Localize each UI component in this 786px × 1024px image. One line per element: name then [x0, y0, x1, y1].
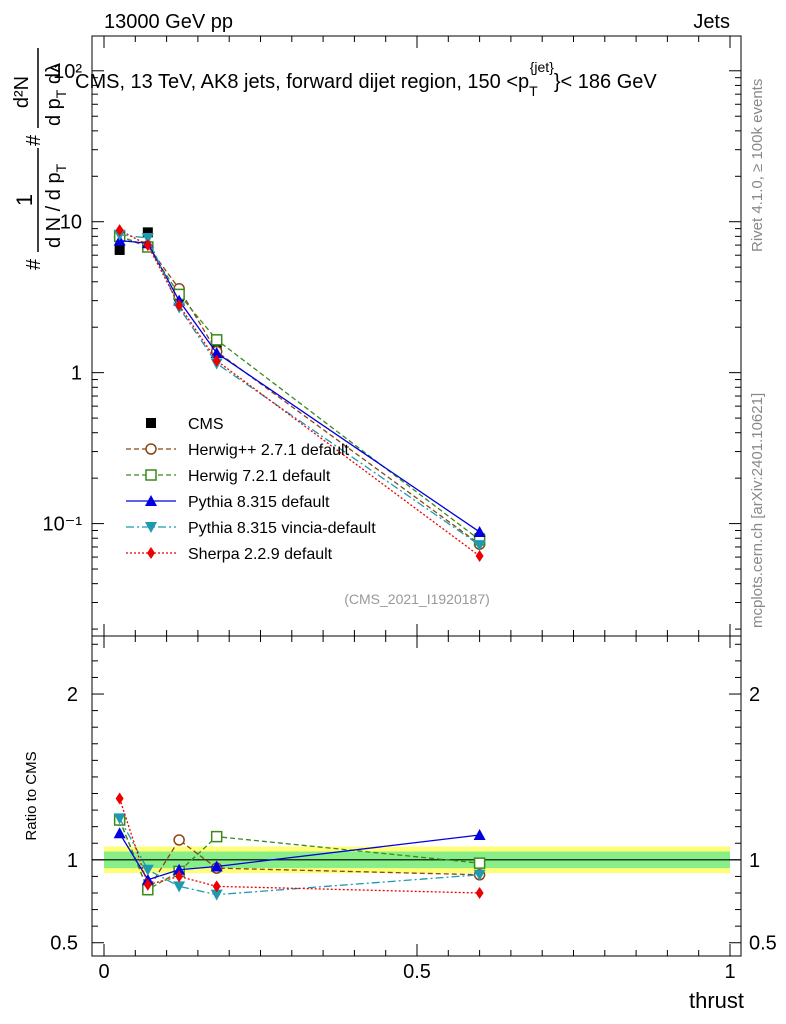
- legend-marker: [146, 418, 156, 428]
- main-y-axis-label: # 1 d N / d pT # d²N d pT dλ: [11, 48, 69, 270]
- ratio-axis-ticks: [92, 636, 741, 956]
- ratio-data-point: [473, 828, 486, 840]
- x-tick-label: 1: [724, 961, 735, 983]
- main-y-tick-labels: 10⁻¹ 1 10 10²: [43, 61, 83, 536]
- legend-label: Pythia 8.315 default: [188, 494, 330, 511]
- mcplots-label: mcplots.cern.ch [arXiv:2401.10621]: [749, 393, 766, 628]
- ratio-data-point: [141, 864, 154, 876]
- data-point: [141, 233, 154, 245]
- ratio-y-tick-label-right: 2: [749, 684, 760, 706]
- data-point: [212, 354, 221, 367]
- ratio-data-point: [212, 880, 221, 893]
- data-point: [143, 239, 152, 252]
- ratio-data-point: [175, 870, 184, 883]
- main-y-tick-label: 10: [60, 212, 82, 234]
- ratio-data-point: [143, 878, 152, 891]
- series-line: [119, 234, 480, 546]
- data-point: [142, 227, 153, 238]
- y-label-d2n: d²N: [11, 76, 33, 108]
- ratio-series-group: [113, 792, 486, 901]
- data-point: [175, 299, 184, 312]
- x-tick-label: 0: [98, 961, 109, 983]
- data-point: [473, 525, 486, 537]
- ratio-series-sherpa-2-2-9-default: [115, 792, 484, 899]
- header-right-label: Jets: [693, 11, 730, 33]
- ratio-series-line: [119, 798, 480, 894]
- series-line: [119, 235, 480, 541]
- ratio-series-line: [119, 819, 480, 891]
- ratio-data-point: [210, 830, 223, 843]
- ratio-data-point: [475, 886, 484, 899]
- main-y-tick-label: 10⁻¹: [43, 514, 83, 536]
- ratio-data-point: [113, 813, 126, 825]
- legend-label: Pythia 8.315 vincia-default: [188, 520, 376, 537]
- ratio-data-point: [115, 792, 124, 805]
- ratio-data-point: [173, 881, 186, 893]
- main-y-tick-label: 1: [71, 363, 82, 385]
- data-point: [475, 549, 484, 562]
- series-pythia-8-315-default: [113, 234, 486, 537]
- y-label-denominator: d N / d pT: [43, 163, 69, 248]
- legend-entry: Pythia 8.315 default: [126, 494, 330, 511]
- legend-entry: Herwig 7.2.1 default: [126, 468, 331, 485]
- ratio-data-point: [173, 834, 185, 846]
- ratio-data-point: [173, 863, 186, 875]
- rivet-label: Rivet 4.1.0, ≥ 100k events: [749, 79, 766, 252]
- main-title: CMS, 13 TeV, AK8 jets, forward dijet reg…: [75, 59, 657, 99]
- legend-entry: Pythia 8.315 vincia-default: [126, 520, 376, 537]
- legend-label: Herwig 7.2.1 default: [188, 468, 331, 485]
- legend-entry: Sherpa 2.2.9 default: [126, 546, 333, 563]
- main-series-group: [113, 224, 486, 562]
- ratio-data-point: [210, 889, 223, 901]
- data-point: [210, 334, 223, 346]
- ratio-y-tick-label: 0.5: [50, 933, 78, 955]
- ratio-band-group: [92, 846, 741, 874]
- legend-label: CMS: [188, 416, 224, 433]
- legend-entry: CMS: [146, 416, 224, 433]
- y-label-hash-2: #: [23, 134, 45, 146]
- main-y-tick-label: 10²: [53, 61, 82, 83]
- legend-label: Herwig++ 2.7.1 default: [188, 442, 350, 459]
- legend-marker: [147, 547, 155, 559]
- legend-marker: [145, 522, 157, 533]
- legend: CMS Herwig++ 2.7.1 default Herwig 7.2.1 de…: [126, 416, 376, 563]
- ratio-data-point: [210, 860, 223, 872]
- series-sherpa-2-2-9-default: [115, 224, 484, 562]
- ratio-y-tick-label: 1: [67, 850, 78, 872]
- x-tick-labels: 0 0.5 1: [98, 961, 735, 983]
- legend-marker: [145, 469, 157, 481]
- ratio-data-point: [113, 827, 126, 839]
- data-point: [115, 224, 124, 237]
- ratio-y-tick-labels: 0.5 0.5 1 1 2 2: [50, 684, 777, 955]
- y-label-denominator-2: d pT dλ: [43, 63, 69, 126]
- series-line: [119, 239, 480, 533]
- ratio-data-point: [473, 869, 486, 881]
- data-point: [114, 244, 125, 255]
- ratio-series-pythia-8-315-default: [113, 827, 486, 885]
- series-line: [119, 229, 480, 557]
- legend-marker: [145, 495, 157, 506]
- ratio-y-tick-label-right: 0.5: [749, 933, 777, 955]
- legend-label: Sherpa 2.2.9 default: [188, 546, 333, 563]
- main-watermark: (CMS_2021_I1920187): [344, 591, 490, 607]
- legend-marker: [145, 443, 157, 455]
- legend-entry: Herwig++ 2.7.1 default: [126, 442, 350, 459]
- ratio-y-axis-label: Ratio to CMS: [23, 751, 40, 840]
- ratio-plot-frame: [91, 635, 742, 957]
- header-left-label: 13000 GeV pp: [104, 11, 233, 33]
- y-label-hash-1: #: [23, 258, 45, 270]
- x-tick-label: 0.5: [403, 961, 431, 983]
- main-axis-ticks: [92, 36, 741, 636]
- ratio-y-tick-label: 2: [67, 684, 78, 706]
- y-label-one: 1: [12, 194, 37, 206]
- data-point: [473, 540, 486, 552]
- x-axis-label: thrust: [689, 988, 744, 1013]
- ratio-y-tick-label-right: 1: [749, 850, 760, 872]
- ratio-data-point: [473, 857, 486, 869]
